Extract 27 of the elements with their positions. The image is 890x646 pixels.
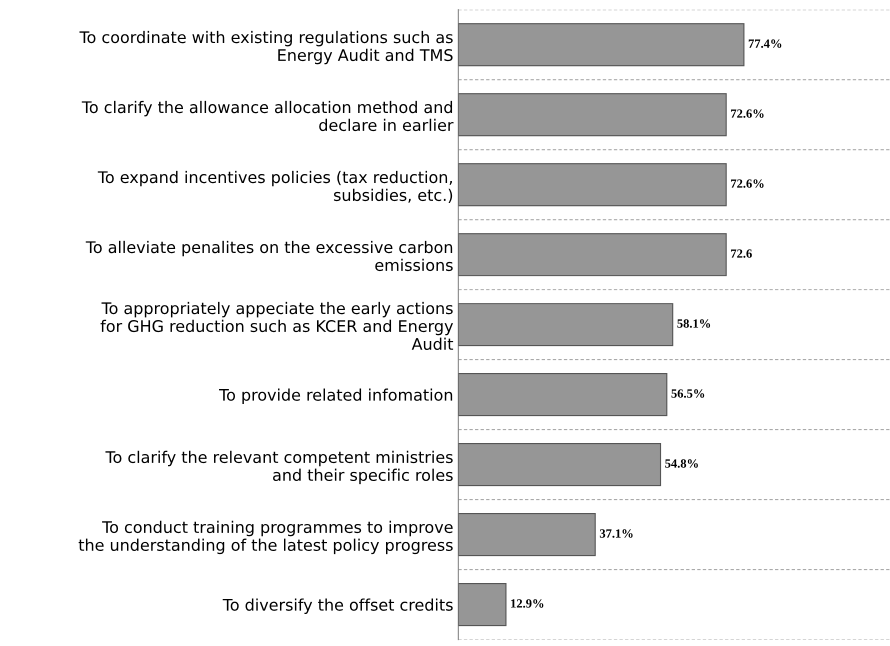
bar [458,93,727,136]
bar [458,163,727,206]
y-tick-label: To coordinate with existing regulations such as Energy Audit and TMS [79,30,453,64]
bar [458,443,662,486]
y-tick-label: To provide related infomation [219,388,452,404]
data-label: 72.6 [731,249,752,258]
y-tick-label: To clarify the relevant competent ministries and their specific roles [105,450,453,484]
bar [458,513,596,556]
bar [458,373,668,416]
data-label: 58.1% [677,319,710,328]
data-label: 72.6% [731,109,764,118]
bar [458,583,506,626]
data-label: 72.6% [731,179,764,188]
bar [458,23,744,66]
bar [458,303,674,346]
y-tick-label: To alleviate penalites on the excessive carbon emissions [86,240,453,272]
data-label: 54.8% [665,459,698,468]
data-label: 12.9% [511,599,544,608]
y-tick-label: To conduct training programmes to improve the understanding of the latest policy progress [78,520,453,554]
bar [458,233,727,276]
data-label: 56.5% [671,389,704,398]
y-tick-label: To appropriately appeciate the early actions for GHG reduction such as KCER and Energy Audit [100,302,454,350]
data-label: 77.4% [748,39,782,48]
data-label: 37.1% [600,529,633,538]
y-tick-label: To expand incentives policies (tax reduction, subsidies, etc.) [98,170,452,203]
y-tick-label: To clarify the allowance allocation method and declare in earlier [82,100,454,132]
y-tick-label: To diversify the offset credits [222,598,453,614]
